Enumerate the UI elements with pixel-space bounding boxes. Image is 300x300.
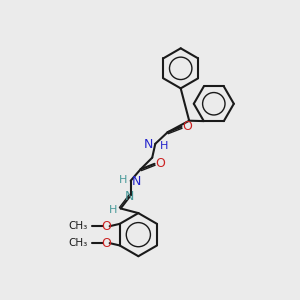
Text: H: H xyxy=(109,205,117,215)
Text: O: O xyxy=(182,120,192,134)
Text: N: N xyxy=(132,175,142,188)
Text: H: H xyxy=(118,175,127,185)
Text: O: O xyxy=(155,157,165,170)
Text: O: O xyxy=(101,237,111,250)
Text: O: O xyxy=(101,220,111,233)
Text: N: N xyxy=(144,138,153,151)
Text: CH₃: CH₃ xyxy=(68,238,87,248)
Text: H: H xyxy=(160,141,168,151)
Text: CH₃: CH₃ xyxy=(68,221,87,231)
Text: N: N xyxy=(124,190,134,203)
